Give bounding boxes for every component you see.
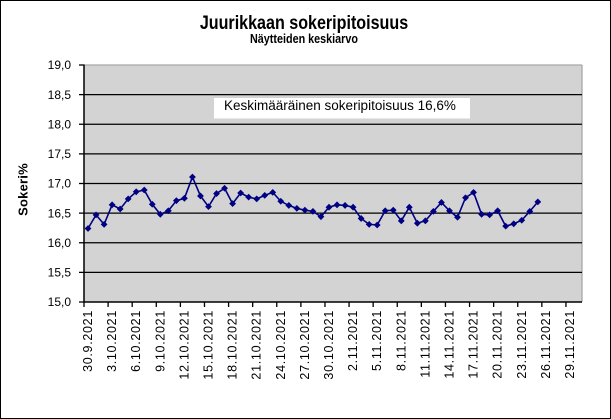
- svg-text:16,5: 16,5: [48, 206, 72, 220]
- svg-text:20.11.2021: 20.11.2021: [491, 310, 505, 379]
- svg-text:15,0: 15,0: [48, 295, 72, 309]
- svg-text:18,0: 18,0: [48, 117, 72, 131]
- svg-text:Sokeri%: Sokeri%: [16, 163, 31, 216]
- svg-text:12.10.2021: 12.10.2021: [177, 310, 191, 380]
- svg-text:2.11.2021: 2.11.2021: [346, 310, 360, 371]
- svg-text:21.10.2021: 21.10.2021: [250, 310, 264, 380]
- svg-text:23.11.2021: 23.11.2021: [515, 310, 529, 379]
- svg-text:17,0: 17,0: [48, 177, 72, 191]
- svg-text:16,0: 16,0: [48, 236, 72, 250]
- svg-text:3.10.2021: 3.10.2021: [105, 310, 119, 372]
- svg-text:19,0: 19,0: [48, 58, 72, 72]
- svg-text:8.11.2021: 8.11.2021: [394, 310, 408, 371]
- svg-text:27.10.2021: 27.10.2021: [298, 310, 312, 380]
- svg-text:17.11.2021: 17.11.2021: [467, 310, 481, 379]
- svg-text:11.11.2021: 11.11.2021: [418, 310, 432, 378]
- svg-text:26.11.2021: 26.11.2021: [539, 310, 553, 379]
- svg-text:18,5: 18,5: [48, 88, 72, 102]
- svg-text:5.11.2021: 5.11.2021: [370, 310, 384, 371]
- svg-text:14.11.2021: 14.11.2021: [442, 310, 456, 379]
- svg-text:18.10.2021: 18.10.2021: [226, 310, 240, 380]
- svg-text:9.10.2021: 9.10.2021: [153, 310, 167, 372]
- svg-text:29.11.2021: 29.11.2021: [563, 310, 577, 379]
- svg-text:17,5: 17,5: [48, 147, 72, 161]
- svg-text:Keskimääräinen sokeripitoisuus: Keskimääräinen sokeripitoisuus 16,6%: [224, 98, 456, 113]
- svg-text:30.10.2021: 30.10.2021: [322, 310, 336, 380]
- svg-text:24.10.2021: 24.10.2021: [274, 310, 288, 380]
- svg-text:15.10.2021: 15.10.2021: [202, 310, 216, 380]
- svg-text:15,5: 15,5: [48, 266, 72, 280]
- svg-text:30.9.2021: 30.9.2021: [81, 310, 95, 372]
- svg-text:6.10.2021: 6.10.2021: [129, 310, 143, 372]
